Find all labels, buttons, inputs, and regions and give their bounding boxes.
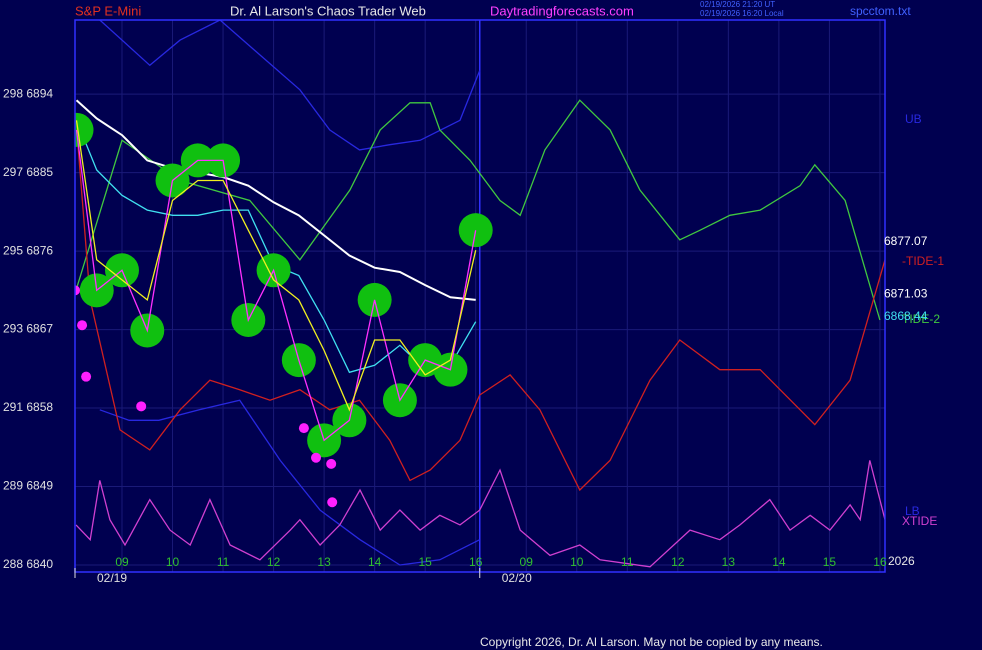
x-tick-label: 16 — [469, 555, 483, 569]
last-value-label: 6868.44 — [884, 309, 928, 323]
series-label: -TIDE-1 — [902, 254, 944, 268]
x-tick-label: 13 — [317, 555, 331, 569]
y-tick-label: 293 6867 — [3, 322, 53, 336]
x-tick-label: 12 — [671, 555, 685, 569]
x-tick-label: 15 — [418, 555, 432, 569]
series-line — [75, 120, 885, 492]
x-tick-label: 11 — [217, 555, 230, 569]
series-label: TIDE-2 — [902, 312, 940, 326]
pivot-dot — [311, 452, 322, 463]
series-label: LB — [905, 504, 920, 518]
series-line — [75, 99, 476, 301]
pivot-dot — [81, 371, 92, 382]
pivot-dot — [326, 458, 337, 469]
y-tick-label: 289 6849 — [3, 479, 53, 493]
x-tick-label: 13 — [722, 555, 736, 569]
chart-title: Dr. Al Larson's Chaos Trader Web — [230, 3, 426, 18]
price-glow — [458, 213, 493, 248]
site: Daytradingforecasts.com — [490, 3, 634, 18]
symbol: S&P E-Mini — [75, 3, 141, 18]
x-tick-label: 10 — [166, 555, 180, 569]
series-line — [75, 129, 477, 442]
series-line — [99, 20, 481, 151]
plot-area — [75, 20, 885, 568]
x-tick-label: 16 — [873, 555, 887, 569]
series-line — [75, 99, 881, 321]
x-tick-label: 15 — [823, 555, 837, 569]
y-tick-label: 291 6858 — [3, 400, 53, 414]
pivot-dot — [77, 320, 88, 331]
y-tick-label: 295 6876 — [3, 243, 53, 257]
x-tick-label: 14 — [368, 555, 382, 569]
time-local: 02/19/2026 16:20 Local — [700, 9, 784, 18]
y-tick-label: 288 6840 — [3, 557, 53, 571]
date-label: 02/20 — [502, 571, 532, 585]
y-tick-label: 298 6894 — [3, 86, 53, 100]
x-tick-label: 09 — [520, 555, 534, 569]
series-label: UB — [905, 112, 922, 126]
year-label: 2026 — [888, 554, 915, 568]
file-name: spcctom.txt — [850, 4, 911, 18]
series-line — [99, 399, 480, 566]
grid — [75, 20, 885, 572]
x-tick-label: 12 — [267, 555, 281, 569]
series-line — [75, 120, 477, 412]
pivot-dot — [298, 423, 309, 434]
x-tick-label: 11 — [621, 555, 634, 569]
series-label: XTIDE — [902, 514, 937, 528]
series-line — [75, 460, 885, 568]
pivot-dot — [136, 401, 147, 412]
pivot-dot — [327, 497, 338, 508]
last-value-label: 6877.07 — [884, 234, 928, 248]
x-tick-label: 10 — [570, 555, 584, 569]
last-value-label: 6871.03 — [884, 287, 928, 301]
x-tick-label: 09 — [115, 555, 129, 569]
copyright: Copyright 2026, Dr. Al Larson. May not b… — [480, 635, 823, 649]
pivot-dot — [75, 285, 80, 296]
y-tick-label: 297 6885 — [3, 165, 53, 179]
x-tick-label: 14 — [772, 555, 786, 569]
labels: S&P E-Mini Dr. Al Larson's Chaos Trader … — [3, 0, 944, 649]
time-ut: 02/19/2026 21:20 UT — [700, 0, 775, 9]
date-label: 02/19 — [97, 571, 127, 585]
